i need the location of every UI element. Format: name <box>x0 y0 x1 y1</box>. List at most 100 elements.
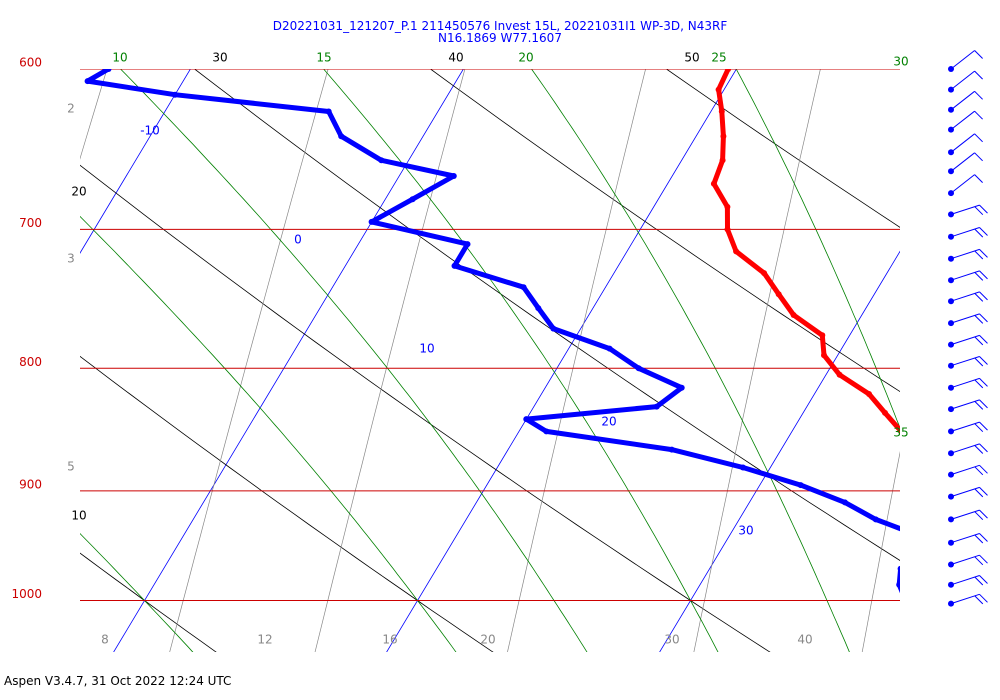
wind-barb <box>948 50 983 72</box>
wind-barb-flag <box>979 399 988 409</box>
temperature-axis-label: 20 <box>480 633 495 647</box>
wind-barb-flag <box>979 443 988 453</box>
temperature-point <box>725 69 732 72</box>
dry-adiabat-label: 20 <box>71 185 86 199</box>
wind-barb-staff <box>950 313 980 324</box>
dry-adiabat-line <box>80 164 771 652</box>
wind-barb-flag <box>979 554 988 564</box>
mixing-ratio-line <box>314 69 466 652</box>
temperature-point <box>720 133 727 140</box>
isotherm-line <box>113 69 464 652</box>
wind-barb-staff <box>950 110 975 130</box>
wind-barb-flag <box>974 466 984 476</box>
dewpoint-point <box>550 325 557 332</box>
dewpoint-point <box>740 464 746 471</box>
isotherm-line <box>386 69 737 652</box>
wind-barb <box>948 110 983 133</box>
wind-barb-flag <box>974 576 984 586</box>
wind-barb <box>948 152 983 175</box>
dewpoint-point <box>872 516 879 523</box>
mixing-ratio-line <box>169 69 329 652</box>
wind-barb <box>948 291 988 305</box>
wind-barb-flag <box>974 511 984 521</box>
wind-barb-staff <box>950 70 975 90</box>
moist-adiabat-line <box>119 69 588 652</box>
temperature-axis-label: 30 <box>664 633 679 647</box>
wind-barb-flag <box>979 509 988 519</box>
temperature-point <box>761 270 768 277</box>
pressure-label: 900 <box>19 477 42 491</box>
wind-barb <box>948 90 983 113</box>
dry-adiabat-label: 50 <box>684 51 699 65</box>
temperature-axis-label: 16 <box>382 633 397 647</box>
dewpoint-point <box>921 550 927 556</box>
dewpoint-point <box>338 133 345 140</box>
dewpoint-point <box>678 384 685 391</box>
temperature-point <box>718 108 725 115</box>
wind-barb-staff <box>950 50 975 70</box>
temperature-point <box>958 533 964 539</box>
temperature-profile-line <box>711 69 900 434</box>
wind-barb-flag <box>974 272 984 281</box>
wind-barb <box>948 593 988 607</box>
wind-barb <box>948 509 988 523</box>
wind-barb <box>948 334 988 348</box>
dewpoint-point <box>520 284 527 291</box>
temperature-point <box>710 180 717 187</box>
moist-adiabat-line <box>323 69 719 652</box>
temperature-point <box>915 447 921 453</box>
dewpoint-profile-line <box>85 69 900 594</box>
temperature-axis-label: 40 <box>797 633 812 647</box>
dry-adiabat-label: 30 <box>212 51 227 65</box>
dewpoint-point <box>653 403 660 410</box>
wind-barb-flag <box>974 206 984 216</box>
wind-barb-flag <box>974 152 983 162</box>
dewpoint-point <box>451 262 458 269</box>
isotherm-label: 20 <box>601 415 616 429</box>
wind-barb-flag <box>974 423 984 433</box>
wind-barb-flag <box>974 595 984 605</box>
mixing-ratio-line <box>80 69 108 160</box>
wind-barb <box>948 248 988 262</box>
dewpoint-point <box>105 69 112 72</box>
wind-barb-flag <box>979 204 988 214</box>
wind-barb-flag <box>974 336 984 346</box>
pressure-label: 800 <box>19 355 42 369</box>
wind-barb-staff <box>950 204 980 215</box>
wind-barb-flag <box>974 50 983 59</box>
dry-adiabat-line <box>80 552 217 652</box>
chart-title: D20221031_121207_P.1 211450576 Invest 15… <box>0 20 1000 44</box>
dewpoint-point <box>668 446 675 453</box>
isotherm-label: 10 <box>419 342 434 356</box>
dewpoint-point <box>368 218 375 225</box>
isotherm-line <box>659 250 900 652</box>
wind-barb-flag <box>979 335 988 344</box>
dewpoint-point <box>606 345 613 352</box>
wind-barb-flag <box>974 90 983 100</box>
wind-barb-staff <box>950 399 980 410</box>
wind-barb-flag <box>979 593 988 603</box>
wind-barb-flag <box>974 315 984 324</box>
dewpoint-point <box>535 305 542 312</box>
wind-barb-flag <box>979 249 988 258</box>
mixing-ratio-label: 3 <box>67 252 75 266</box>
wind-barb <box>948 133 983 156</box>
temperature-point <box>898 428 900 435</box>
dewpoint-point <box>904 601 910 607</box>
temperature-point <box>724 203 731 210</box>
wind-barb <box>948 356 988 369</box>
moist-adiabat-label: 15 <box>316 51 331 65</box>
dewpoint-point <box>797 482 804 489</box>
moist-adiabat-label: 25 <box>711 51 726 65</box>
pressure-label: 1000 <box>11 587 42 601</box>
wind-barb-flag <box>974 357 984 367</box>
wind-barb-flag <box>979 227 988 236</box>
wind-barb-flag <box>974 70 983 80</box>
temperature-point <box>951 499 957 505</box>
wind-barb-flag <box>974 488 984 498</box>
chart-title-line2: N16.1869 W77.1607 <box>438 31 562 45</box>
dewpoint-point <box>409 196 416 203</box>
wind-barb-staff <box>950 334 980 346</box>
temperature-point <box>819 332 826 339</box>
